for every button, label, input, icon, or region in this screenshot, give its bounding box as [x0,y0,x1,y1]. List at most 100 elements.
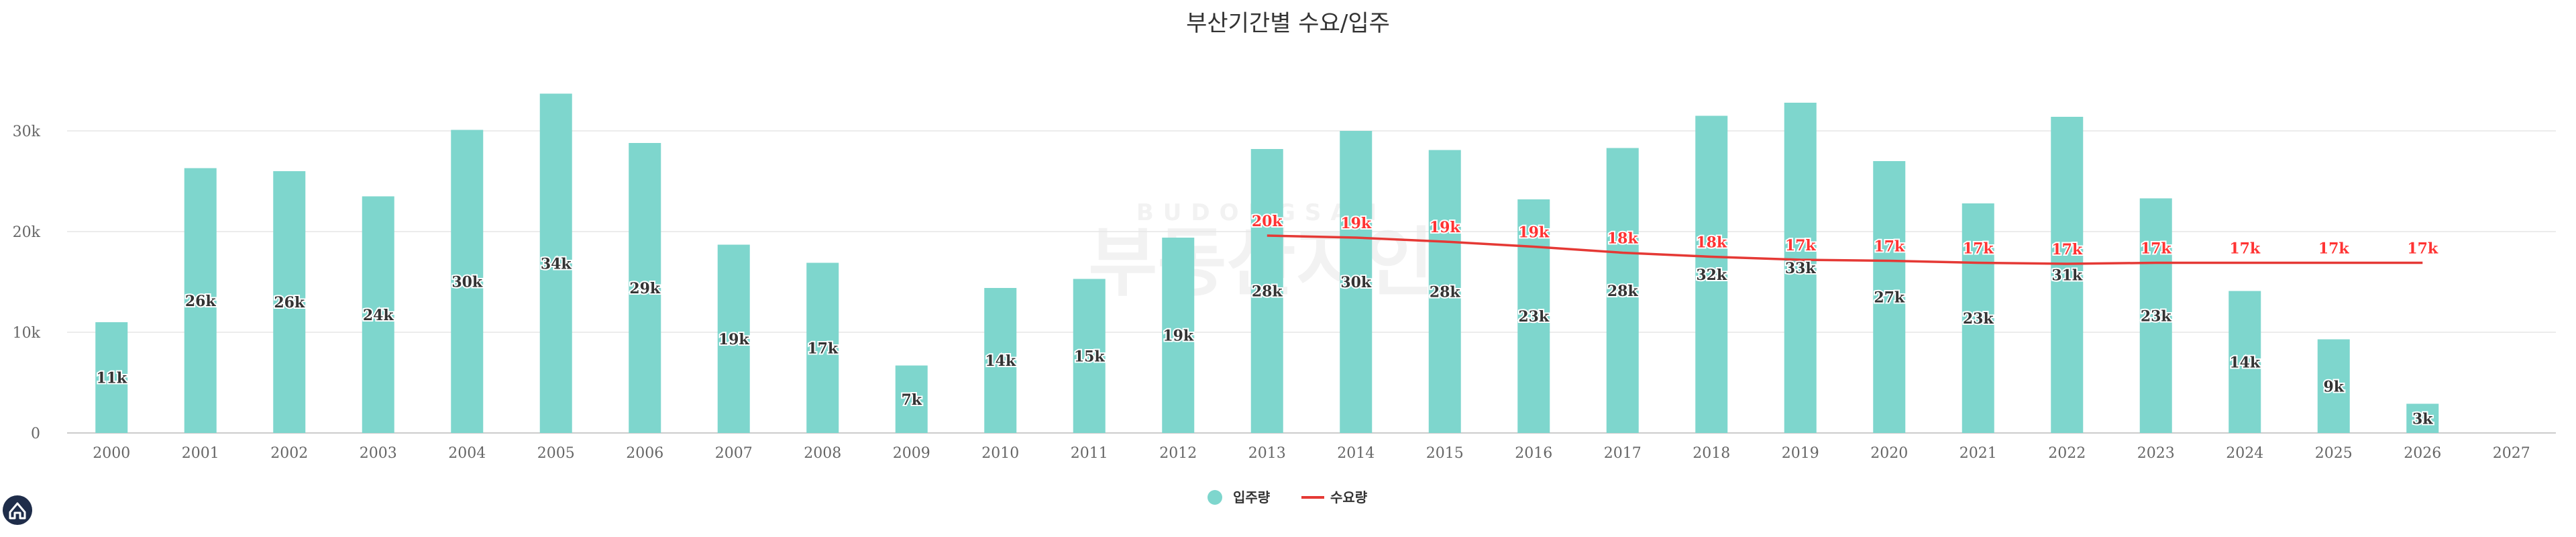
bar[interactable] [1606,148,1639,434]
bar-data-label: 24k [363,307,394,324]
bar[interactable] [895,365,928,434]
x-tick-label: 2003 [360,445,397,462]
x-tick-label: 2008 [804,445,841,462]
line-series [1267,234,2423,265]
bar-labels: 11k 26k 26k 24k 30k 34k 29k 19k 17k 7k 14k 15k 19k 28… [95,254,2434,429]
x-tick-label: 2021 [1960,445,1997,462]
y-tick-label: 20k [13,224,41,241]
bar[interactable] [717,244,750,434]
legend-bar-label: 입주량 [1233,489,1271,505]
legend[interactable]: 입주량 수요량 [1208,489,1368,505]
legend-bar-marker [1208,490,1222,505]
bar[interactable] [95,322,128,433]
bar-data-label: 26k [274,294,305,311]
bar[interactable] [984,288,1017,433]
legend-item-bar[interactable]: 입주량 [1208,489,1271,505]
bar[interactable] [2051,117,2084,433]
x-tick-label: 2002 [270,445,308,462]
bar[interactable] [273,171,306,433]
bar-data-label: 17k [807,340,839,357]
bar-data-label: 14k [2229,354,2261,371]
x-tick-label: 2017 [1604,445,1642,462]
bar[interactable] [1250,149,1283,433]
x-tick-label: 2001 [182,445,219,462]
bar[interactable] [1695,115,1728,434]
bar-data-label: 23k [2141,307,2172,325]
bar[interactable] [184,168,217,434]
line-data-label: 19k [1430,219,1461,236]
x-tick-label: 2013 [1248,445,1286,462]
x-tick-label: 2020 [1870,445,1908,462]
bar[interactable] [1340,131,1373,433]
bar-data-label: 31k [2051,267,2083,285]
bar-data-label: 30k [451,273,483,291]
bar-series [95,93,2439,434]
x-tick-label: 2007 [715,445,753,462]
bar[interactable] [1428,150,1461,434]
bar[interactable] [1962,203,1994,433]
bar[interactable] [629,143,661,433]
bar-data-label: 3k [2412,410,2433,428]
bar[interactable] [1873,161,1906,433]
chart-title: 부산기간별 수요/입주 [1186,10,1390,37]
bar[interactable] [1517,199,1550,433]
bar[interactable] [806,262,839,434]
x-axis: 2000 2001 2002 2003 2004 2005 2006 2007 2008 2009… [93,445,2530,462]
line-data-label: 17k [1963,240,1994,258]
line-data-label: 17k [1785,237,1817,254]
bar[interactable] [539,93,572,434]
line-labels: 20k 19k 19k 19k 18k 18k 17k 17k 17k 17k 17k 17k 17k 1… [1250,211,2440,260]
bar[interactable] [1784,103,1817,433]
x-tick-label: 2015 [1426,445,1464,462]
x-tick-label: 2010 [981,445,1019,462]
bar[interactable] [1162,238,1195,433]
x-tick-label: 2025 [2315,445,2353,462]
y-tick-label: 10k [13,325,41,342]
bar-data-label: 33k [1785,260,1817,277]
x-tick-label: 2018 [1693,445,1730,462]
bar-data-label: 26k [185,293,217,310]
bar-data-label: 29k [629,280,661,297]
bar-data-label: 15k [1074,348,1106,365]
line-data-label: 17k [1874,238,1905,256]
demand-line[interactable] [1267,234,2423,265]
bar-data-label: 9k [2323,378,2344,395]
x-tick-label: 2006 [626,445,663,462]
home-icon[interactable] [3,495,32,525]
bar[interactable] [1073,279,1106,434]
legend-item-line[interactable]: 수요량 [1301,489,1368,505]
bar-data-label: 19k [1163,328,1194,345]
bar-data-label: 19k [718,331,750,348]
x-tick-label: 2022 [2048,445,2086,462]
bar-data-label: 27k [1874,289,1905,307]
line-data-label: 18k [1696,234,1727,252]
bar[interactable] [2406,403,2439,434]
bar[interactable] [2139,198,2172,434]
line-data-label: 17k [2318,240,2350,258]
x-tick-label: 2027 [2493,445,2530,462]
y-tick-label: 30k [13,124,41,140]
x-tick-label: 2005 [537,445,575,462]
x-tick-label: 2024 [2226,445,2263,462]
bar[interactable] [451,130,484,434]
bar[interactable] [362,196,394,434]
x-tick-label: 2012 [1159,445,1197,462]
y-tick-label: 0 [31,426,40,442]
line-data-label: 17k [2141,240,2172,258]
line-data-label: 17k [2229,240,2261,258]
line-data-label: 20k [1252,213,1283,230]
x-tick-label: 2004 [448,445,486,462]
x-tick-label: 2011 [1071,445,1108,462]
legend-line-label: 수요량 [1330,489,1368,505]
x-tick-label: 2016 [1515,445,1552,462]
x-tick-label: 2009 [893,445,930,462]
bar-data-label: 14k [985,352,1016,370]
bar[interactable] [2317,339,2350,434]
bar-data-label: 11k [96,370,127,387]
line-data-label: 18k [1607,230,1639,248]
x-tick-label: 2000 [93,445,130,462]
bar[interactable] [2229,291,2261,434]
x-tick-label: 2014 [1337,445,1375,462]
bar-data-label: 28k [1252,283,1283,301]
